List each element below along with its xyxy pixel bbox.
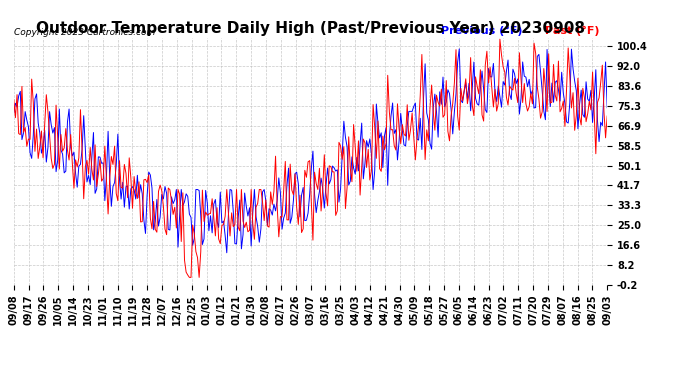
- Text: Previous (°F): Previous (°F): [441, 26, 522, 36]
- Text: Copyright 2023 Cartronics.com: Copyright 2023 Cartronics.com: [14, 28, 155, 37]
- Title: Outdoor Temperature Daily High (Past/Previous Year) 20230908: Outdoor Temperature Daily High (Past/Pre…: [36, 21, 585, 36]
- Text: Past (°F): Past (°F): [545, 26, 600, 36]
